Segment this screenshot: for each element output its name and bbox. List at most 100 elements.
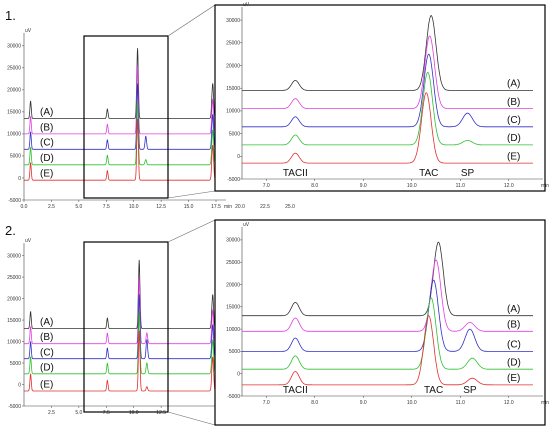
x-tick-label: 12.5 [156, 204, 166, 210]
peak-label: TAC [424, 385, 443, 396]
series-line-d [24, 311, 216, 375]
series-label-e: (E) [507, 373, 520, 384]
chart-2: uV 30000 25000 20000 15000 10000 5000 0 -5000 7.0… [214, 2, 549, 192]
series-line-b [242, 259, 533, 332]
x-tick-label: 5.0 [75, 204, 82, 210]
peak-label: TAC [419, 168, 438, 179]
series-label-e: (E) [40, 380, 53, 391]
series-line-c [24, 83, 217, 150]
series-line-b [24, 277, 217, 345]
series-label-e: (E) [40, 169, 53, 180]
x-tick-label: 15.0 [184, 204, 194, 210]
x-tick-label: 2.5 [48, 204, 55, 210]
series-label-e: (E) [507, 151, 520, 162]
x-tick-label: 5.0 [75, 410, 82, 416]
y-tick-label: 15000 [7, 318, 21, 324]
y-tick-label: 15000 [226, 305, 240, 311]
y-tick-label: 25000 [7, 66, 21, 72]
series-label-d: (D) [507, 133, 521, 144]
figure-layer: 1. 2. uV 30000 25000 20000 15000 10000 5000 0 -500… [5, 2, 549, 426]
x-tick-label: 7.0 [263, 400, 270, 406]
y-unit-label: uV [243, 2, 250, 8]
y-tick-label: 30000 [7, 44, 21, 50]
y-tick-label: 15000 [7, 110, 21, 116]
series-line-a [242, 14, 533, 91]
y-tick-label: 0 [18, 176, 21, 182]
x-tick-label: 7.5 [103, 410, 110, 416]
y-tick-label: 10000 [7, 339, 21, 345]
x-unit-label: min [224, 204, 232, 210]
series-label-b: (B) [40, 332, 53, 343]
y-tick-label: 20000 [7, 88, 21, 94]
x-tick-label: 9.0 [360, 183, 367, 189]
y-tick-label: 25000 [226, 41, 240, 47]
series-label-a: (A) [507, 304, 520, 315]
panel-label: 1. [5, 8, 16, 23]
y-tick-label: 0 [18, 382, 21, 388]
series-label-b: (B) [507, 97, 520, 108]
series-label-a: (A) [507, 79, 520, 90]
series-line-d [242, 71, 533, 146]
series-label-d: (D) [40, 153, 54, 164]
y-tick-label: 5000 [229, 131, 240, 137]
zoom-connector [167, 411, 216, 426]
y-tick-label: -5000 [8, 198, 21, 204]
series-line-e [24, 330, 217, 392]
series-line-a [242, 241, 533, 317]
chart-1: uV300002500020000150001000050000-50000.0… [7, 4, 295, 210]
y-tick-label: 20000 [226, 63, 240, 69]
x-tick-label: 2.5 [48, 410, 55, 416]
series-label-c: (C) [507, 340, 521, 351]
y-unit-label: uV [25, 238, 32, 244]
x-tick-label: 12.5 [156, 410, 166, 416]
peak-label: TACII [283, 385, 308, 396]
series-label-b: (B) [40, 122, 53, 133]
series-label-a: (A) [40, 107, 53, 118]
zoom-selection-box [83, 35, 169, 199]
y-tick-label: 30000 [226, 238, 240, 244]
series-line-a [24, 259, 217, 329]
y-tick-label: 0 [237, 372, 240, 378]
series-label-d: (D) [40, 362, 54, 373]
y-tick-label: -5000 [227, 177, 240, 183]
y-tick-label: 25000 [7, 275, 21, 281]
x-tick-label: 0.0 [21, 204, 28, 210]
x-tick-label: 10.0 [129, 204, 139, 210]
x-tick-label: 12.0 [504, 183, 514, 189]
chart-3: uV300002500020000150001000050000-50002.5… [7, 219, 232, 426]
x-tick-label: 10.0 [407, 183, 417, 189]
x-tick-label: 7.5 [103, 204, 110, 210]
series-line-d [24, 100, 217, 166]
series-line-c [242, 279, 533, 352]
x-tick-label: 9.0 [360, 400, 367, 406]
y-unit-label: uV [243, 222, 250, 228]
chart-4: uV 30000 25000 20000 15000 10000 5000 0 -5000 7.0… [214, 219, 549, 426]
series-label-c: (C) [507, 115, 521, 126]
y-tick-label: 5000 [10, 361, 21, 367]
zoom-connector [167, 190, 216, 199]
x-unit-label: min [541, 183, 549, 189]
panel-label: 2. [5, 223, 16, 238]
y-tick-label: 10000 [226, 327, 240, 333]
zoom-frame [214, 4, 546, 192]
y-unit-label: uV [25, 28, 32, 34]
y-tick-label: -5000 [8, 404, 21, 410]
y-tick-label: 5000 [229, 349, 240, 355]
series-line-b [24, 65, 217, 135]
series-line-a [24, 48, 217, 119]
y-tick-label: 0 [237, 154, 240, 160]
y-tick-label: 10000 [226, 109, 240, 115]
x-tick-label: 8.0 [311, 183, 318, 189]
series-line-e [242, 315, 533, 386]
series-label-b: (B) [507, 320, 520, 331]
x-tick-label: 20.0 [235, 204, 245, 210]
series-label-c: (C) [40, 347, 54, 358]
x-tick-label: 7.0 [263, 183, 270, 189]
x-tick-label: 17.5 [211, 204, 221, 210]
series-label-c: (C) [40, 138, 54, 149]
x-tick-label: 10.0 [407, 400, 417, 406]
x-unit-label: min [541, 400, 549, 406]
x-tick-label: 11.0 [456, 400, 466, 406]
y-tick-label: 25000 [226, 260, 240, 266]
